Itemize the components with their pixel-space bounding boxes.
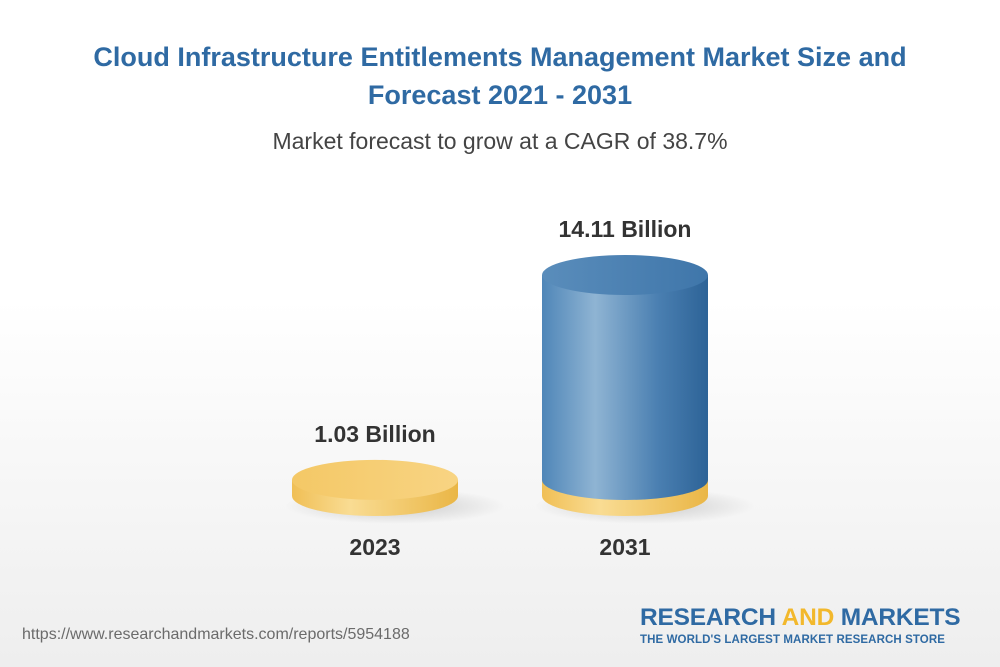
logo-word-markets: MARKETS xyxy=(840,604,961,631)
bar-2031-side xyxy=(542,275,708,500)
bar-2023-top xyxy=(292,459,458,500)
bar-2023 xyxy=(292,459,458,516)
category-label-2023: 2023 xyxy=(349,534,400,560)
chart-title: Cloud Infrastructure Entitlements Manage… xyxy=(93,42,907,110)
bar-2031-top xyxy=(542,255,708,295)
research-and-markets-logo[interactable]: RESEARCH AND MARKETS THE WORLD'S LARGEST… xyxy=(640,604,978,646)
data-label-2031: 14.11 Billion xyxy=(559,216,692,242)
chart-subtitle: Market forecast to grow at a CAGR of 38.… xyxy=(272,128,728,154)
logo-word-research: RESEARCH xyxy=(640,604,776,631)
category-label-2031: 2031 xyxy=(599,534,650,560)
bar-2031 xyxy=(542,255,708,516)
source-url[interactable]: https://www.researchandmarkets.com/repor… xyxy=(22,626,410,643)
logo-wordmark: RESEARCH AND MARKETS xyxy=(640,604,978,632)
logo-word-and: AND xyxy=(781,604,835,631)
logo-tagline: THE WORLD'S LARGEST MARKET RESEARCH STOR… xyxy=(640,634,945,646)
data-label-2023: 1.03 Billion xyxy=(314,421,435,447)
